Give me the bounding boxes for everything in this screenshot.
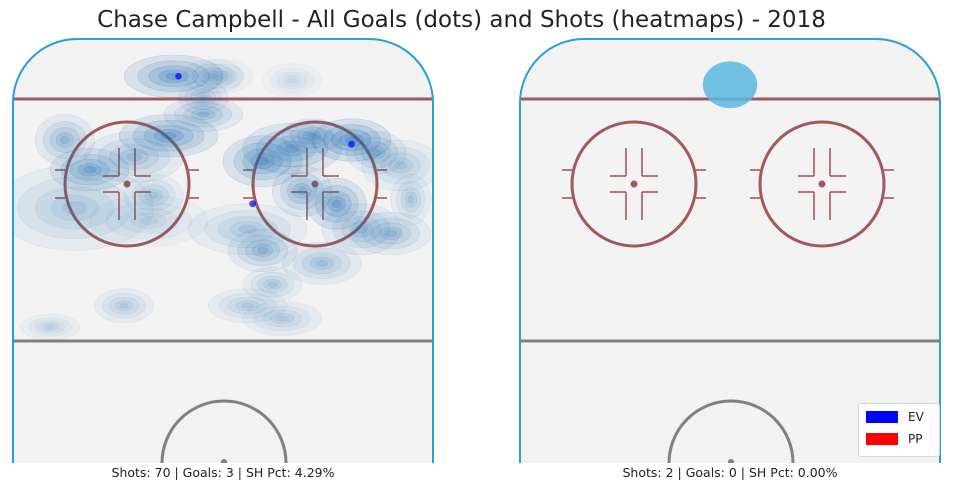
shot-heat-blob xyxy=(346,131,407,175)
rink-boards xyxy=(519,38,941,463)
legend-swatch-ev xyxy=(866,411,898,423)
rink-right-panel xyxy=(519,38,941,463)
shot-heat-blob xyxy=(193,58,253,94)
shot-heat-blob xyxy=(361,139,433,192)
shot-heat-blob xyxy=(281,118,342,154)
legend-item-ev: EV xyxy=(866,409,924,425)
shot-heat-blob xyxy=(311,118,392,162)
faceoff-circle-left xyxy=(562,120,706,248)
shot-heat-blob xyxy=(242,267,303,302)
legend-label-pp: PP xyxy=(908,432,923,446)
shot-heat-blob xyxy=(123,173,184,217)
center-dot xyxy=(221,459,227,463)
shot-heat-blob xyxy=(94,288,155,324)
shot-heat-blob xyxy=(281,241,362,285)
goal-dot xyxy=(249,200,257,208)
shot-heat-blob xyxy=(272,165,333,217)
legend-label-ev: EV xyxy=(908,410,924,424)
rink-surface xyxy=(520,39,940,463)
shot-heat-blob xyxy=(163,97,244,132)
shot-heat-blob xyxy=(390,173,431,226)
rink-surface xyxy=(13,39,433,463)
chart-title: Chase Campbell - All Goals (dots) and Sh… xyxy=(97,7,826,33)
legend-swatch-pp xyxy=(866,433,898,445)
shot-heat-blob xyxy=(183,58,244,94)
shot-heat-blob xyxy=(123,54,224,98)
left-panel-caption: Shots: 70 | Goals: 3 | SH Pct: 4.29% xyxy=(111,465,335,480)
rink-boards xyxy=(12,38,434,463)
shot-heat-blob xyxy=(49,148,130,192)
right-panel-caption: Shots: 2 | Goals: 0 | SH Pct: 0.00% xyxy=(622,465,838,480)
shot-heat-blob xyxy=(262,63,323,98)
shot-heat-blob xyxy=(227,228,298,273)
shot-heat-blob xyxy=(207,288,288,324)
shot-heat-blob xyxy=(34,114,95,166)
legend: EV PP xyxy=(858,403,940,457)
faceoff-circle-right xyxy=(243,120,387,248)
shot-heat-blob xyxy=(178,80,229,115)
shot-heat-blob xyxy=(702,61,758,109)
center-circle xyxy=(667,399,795,463)
shot-heat-blob xyxy=(13,165,155,251)
faceoff-circle-left xyxy=(55,120,199,248)
shot-heat-blob xyxy=(222,135,303,188)
legend-item-pp: PP xyxy=(866,431,922,447)
rink-left-panel xyxy=(12,38,434,463)
shot-heat-blob xyxy=(306,177,367,230)
shot-heat-blob xyxy=(89,194,209,247)
shot-heat-blob xyxy=(188,203,308,256)
goal-dot xyxy=(348,140,355,148)
shot-heat-blob xyxy=(84,131,184,183)
shot-heat-blob xyxy=(321,203,402,256)
shot-heat-blob xyxy=(351,211,431,256)
center-dot xyxy=(728,459,734,463)
center-circle xyxy=(160,399,288,463)
shot-heat-blob xyxy=(118,114,219,158)
shot-heat-blob xyxy=(242,301,323,336)
shot-heat-blob xyxy=(20,313,81,341)
faceoff-circle-right xyxy=(750,120,894,248)
shot-heat-blob xyxy=(242,122,342,175)
goal-dot xyxy=(175,72,182,80)
